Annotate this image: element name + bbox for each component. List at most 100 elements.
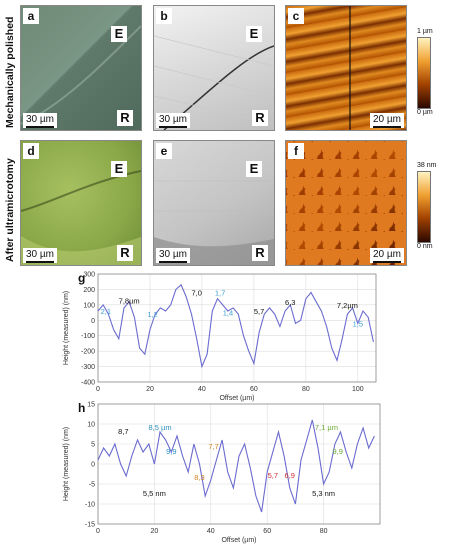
annotation-g: 1,7 <box>215 289 225 298</box>
scale-bar-e: 30 µm <box>156 248 190 263</box>
scale-bar-c: 20 µm <box>370 113 404 128</box>
x-tick-label: 40 <box>207 528 215 535</box>
y-tick-label: -200 <box>81 349 95 356</box>
y-tick-label: 100 <box>83 302 95 309</box>
label-e-a: E <box>111 26 127 42</box>
scale-bar-a: 30 µm <box>23 113 57 128</box>
label-e-e: E <box>246 161 262 177</box>
plot-frame-g <box>97 273 377 383</box>
y-tick-label: 15 <box>87 402 95 409</box>
x-tick-label: 100 <box>352 386 364 393</box>
y-tick-label: -400 <box>81 380 95 387</box>
annotation-g: 1,5 <box>353 319 363 328</box>
x-tick-label: 40 <box>198 386 206 393</box>
annotation-g: 6,3 <box>285 298 295 307</box>
annotation-h: 8,7 <box>118 427 128 436</box>
annotation-g: 1,4 <box>223 309 233 318</box>
panel-letter-c: c <box>288 8 304 24</box>
colorbar-c-min: 0 µm <box>417 109 433 116</box>
panel-letter-g: g <box>78 271 85 285</box>
annotation-h: 5,3 nm <box>312 489 335 498</box>
label-e-b: E <box>246 26 262 42</box>
afm-texture-c <box>349 6 351 130</box>
annotation-g: 7,2µm <box>337 301 358 310</box>
y-tick-label: -100 <box>81 333 95 340</box>
x-tick-label: 0 <box>96 528 100 535</box>
afm-panel-f: f 20 µm <box>285 140 407 266</box>
annotation-h: 5,7 <box>268 471 278 480</box>
scale-label-d: 30 µm <box>26 249 54 260</box>
label-e-d: E <box>111 161 127 177</box>
y-tick-label: 10 <box>87 422 95 429</box>
colorbar-c <box>417 37 431 109</box>
y-tick-label: 5 <box>91 442 95 449</box>
annotation-h: 9,9 <box>166 447 176 456</box>
profile-line-h <box>97 419 375 513</box>
y-tick-label: 300 <box>83 272 95 279</box>
y-tick-label: -5 <box>89 482 95 489</box>
y-tick-label: 0 <box>91 318 95 325</box>
y-tick-label: 0 <box>91 462 95 469</box>
row-label-mechanically-polished: Mechanically polished <box>4 16 16 128</box>
chart-h: h -15 -10 -5 0 5 10 15 0 20 40 60 80 Offset (µm) Heigh… <box>63 401 381 544</box>
x-tick-label: 60 <box>263 528 271 535</box>
x-tick-label: 80 <box>320 528 328 535</box>
x-tick-label: 20 <box>146 386 154 393</box>
panel-letter-f: f <box>288 143 304 159</box>
panel-letter-b: b <box>156 8 172 24</box>
annotation-h: 8,3 <box>194 473 204 482</box>
y-axis-label-h: Height (measured) (nm) <box>63 427 70 501</box>
annotation-h: 7,7 <box>208 442 218 451</box>
x-tick-label: 80 <box>302 386 310 393</box>
scale-bar-f: 20 µm <box>370 248 404 263</box>
scale-bar-d: 30 µm <box>23 248 57 263</box>
y-tick-label: -10 <box>85 502 95 509</box>
scale-label-f: 20 µm <box>373 249 401 260</box>
panel-letter-a: a <box>23 8 39 24</box>
chart-g: g -400 -300 -200 -100 0 100 200 300 0 20 40 60 80 100 O… <box>63 271 377 402</box>
row-label-after-ultramicrotomy: After ultramicrotomy <box>4 158 16 262</box>
plot-frame-h <box>97 403 381 525</box>
scale-label-c: 20 µm <box>373 114 401 125</box>
scale-bar-b: 30 µm <box>156 113 190 128</box>
micrograph-panel-b: b E R 30 µm <box>153 5 275 131</box>
colorbar-c-max: 1 µm <box>417 28 433 35</box>
colorbar-f <box>417 171 431 243</box>
afm-panel-c: c 20 µm <box>285 5 407 131</box>
label-r-b: R <box>252 110 268 126</box>
annotation-h: 5,5 nm <box>143 489 166 498</box>
label-r-a: R <box>117 110 133 126</box>
x-axis-label-g: Offset (µm) <box>219 395 254 402</box>
annotation-g: 5,7 <box>254 307 264 316</box>
x-tick-label: 0 <box>96 386 100 393</box>
scale-label-e: 30 µm <box>159 249 187 260</box>
annotation-h: 6,9 <box>285 471 295 480</box>
label-r-d: R <box>117 245 133 261</box>
scale-label-a: 30 µm <box>26 114 54 125</box>
y-tick-label: -15 <box>85 522 95 529</box>
colorbar-f-min: 0 nm <box>417 243 433 250</box>
colorbar-f-max: 38 nm <box>417 162 437 169</box>
x-axis-label-h: Offset (µm) <box>221 537 256 544</box>
annotation-g: 1,2 <box>147 310 157 319</box>
y-tick-label: -300 <box>81 364 95 371</box>
x-tick-label: 60 <box>250 386 258 393</box>
panel-letter-d: d <box>23 143 39 159</box>
y-axis-label-g: Height (measured) (nm) <box>63 291 70 365</box>
x-tick-label: 20 <box>151 528 159 535</box>
annotation-h: 8,5 µm <box>148 423 171 432</box>
annotation-g: 2,1 <box>101 307 111 316</box>
panel-letter-h: h <box>78 401 85 415</box>
micrograph-panel-d: d E R 30 µm <box>20 140 142 266</box>
y-tick-label: 200 <box>83 287 95 294</box>
annotation-g: 7,8µm <box>119 296 140 305</box>
micrograph-panel-a: a E R 30 µm <box>20 5 142 131</box>
annotation-h: 9,9 <box>332 447 342 456</box>
micrograph-panel-e: e E R 30 µm <box>153 140 275 266</box>
label-r-e: R <box>252 245 268 261</box>
annotation-h: 7,1 µm <box>315 423 338 432</box>
scale-label-b: 30 µm <box>159 114 187 125</box>
annotation-g: 7,0 <box>192 289 202 298</box>
panel-letter-e: e <box>156 143 172 159</box>
profile-line-g <box>97 283 374 369</box>
